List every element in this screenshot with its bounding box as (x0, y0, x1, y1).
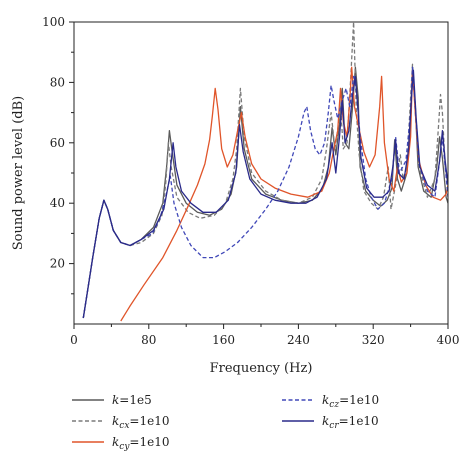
x-tick-label: 0 (70, 333, 78, 347)
legend-entry-1: kcx=1e10 (112, 414, 169, 431)
x-tick-label: 400 (437, 333, 460, 347)
series-group (82, 22, 448, 322)
legend-subscript: cr (329, 421, 339, 431)
y-tick-label: 80 (50, 75, 65, 89)
x-tick-label: 240 (287, 333, 310, 347)
x-axis-ticks: 0 80 160 240 320 400 (70, 324, 459, 347)
y-tick-label: 20 (50, 257, 65, 271)
x-tick-label: 160 (212, 333, 235, 347)
legend-symbol: k (112, 435, 119, 449)
legend-subscript: cz (329, 400, 339, 410)
legend-entry-2: kcy=1e10 (112, 435, 169, 452)
legend-value: =1e5 (119, 393, 151, 407)
x-axis-label: Frequency (Hz) (210, 361, 313, 376)
y-tick-label: 60 (50, 136, 65, 150)
series-line-2 (120, 66, 448, 322)
x-tick-label: 80 (141, 333, 156, 347)
series-line-0 (82, 66, 448, 319)
plot-area (73, 21, 449, 325)
legend-entry-4: kcr=1e10 (322, 414, 379, 431)
series-line-3 (82, 66, 448, 319)
series-line-4 (82, 69, 448, 319)
series-line-1 (82, 22, 448, 319)
legend-value: =1e10 (129, 414, 169, 428)
y-axis-ticks: 20 40 60 80 100 (42, 15, 74, 295)
legend-value: =1e10 (339, 393, 379, 407)
legend-symbol: k (322, 393, 329, 407)
legend-value: =1e10 (129, 435, 169, 449)
legend-entry-3: kcz=1e10 (322, 393, 379, 410)
x-tick-label: 320 (362, 333, 385, 347)
legend-value: =1e10 (339, 414, 379, 428)
y-axis-label: Sound power level (dB) (11, 96, 26, 250)
legend-symbol: k (112, 393, 119, 407)
legend-symbol: k (112, 414, 119, 428)
legend-subscript: cx (119, 421, 129, 431)
y-tick-label: 40 (50, 196, 65, 210)
legend-subscript: cy (119, 442, 130, 452)
legend-symbol: k (322, 414, 329, 428)
y-tick-label: 100 (42, 15, 65, 29)
legend-entry-0: k=1e5 (112, 393, 152, 407)
